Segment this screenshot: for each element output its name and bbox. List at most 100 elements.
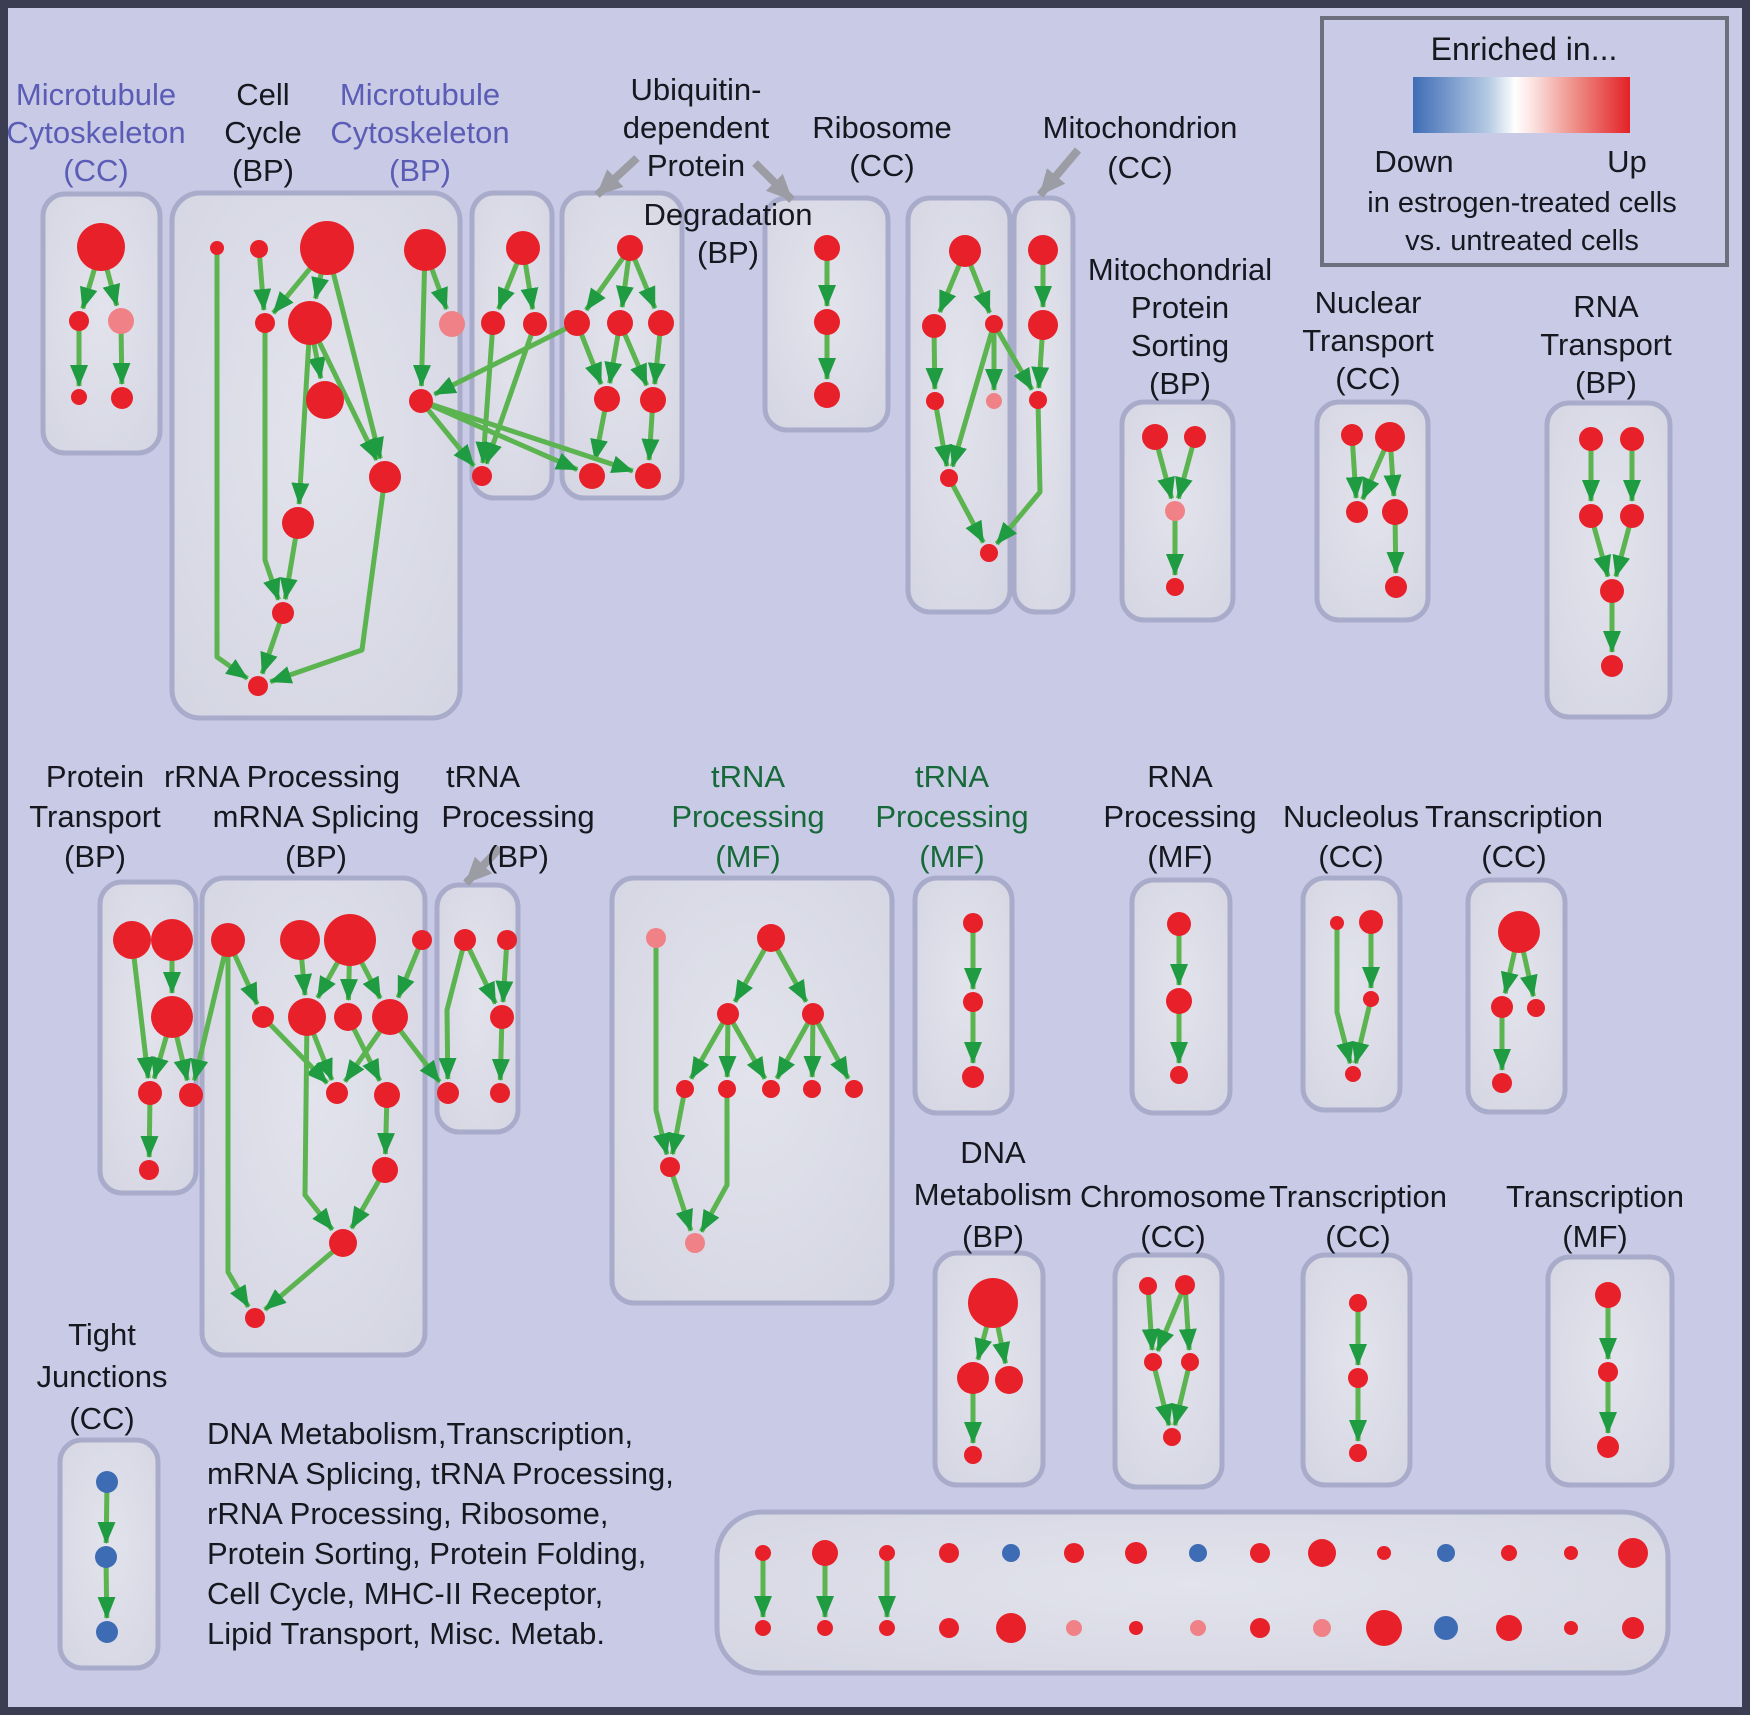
edge-arrow <box>475 322 496 464</box>
go-term-node <box>1501 1545 1517 1561</box>
go-term-node <box>1170 1066 1188 1084</box>
cluster-label-trna-mf-1: tRNA <box>711 759 785 794</box>
go-term-node <box>980 544 998 562</box>
cluster-label-nuclear-transport: Nuclear <box>1315 285 1422 320</box>
go-term-node <box>1564 1546 1578 1560</box>
cluster-label-trna-mf-1: Processing <box>671 799 824 834</box>
go-term-node <box>1363 991 1379 1007</box>
go-term-node <box>635 463 661 489</box>
cluster-label-microtubule-cc: Microtubule <box>16 77 176 112</box>
cluster-label-dna-metabolism: Metabolism <box>914 1177 1073 1212</box>
cluster-label-microtubule-cc: (CC) <box>63 153 128 188</box>
go-term-node <box>685 1233 705 1253</box>
go-term-node <box>594 386 620 412</box>
edge-arrow <box>419 399 476 468</box>
cluster-label-protein-transport: Protein <box>46 759 144 794</box>
cluster-box-nuclear-transport-cc <box>1314 399 1431 623</box>
cluster-label-ribosome: Ribosome <box>812 110 952 145</box>
go-term-node <box>139 1160 159 1180</box>
go-term-node <box>1434 1616 1458 1640</box>
go-term-node <box>879 1620 895 1636</box>
go-term-node <box>71 389 87 405</box>
cluster-label-rna-mf: Processing <box>1103 799 1256 834</box>
go-term-node <box>1382 499 1408 525</box>
go-term-node <box>676 1080 694 1098</box>
edge-arrow <box>395 939 425 999</box>
cluster-label-dna-metabolism: DNA <box>960 1135 1026 1170</box>
cluster-label-cell-cycle: Cycle <box>224 115 302 150</box>
go-term-node <box>1250 1543 1270 1563</box>
go-term-node <box>1345 1066 1361 1082</box>
go-term-node <box>926 392 944 410</box>
go-term-node <box>1346 501 1368 523</box>
go-term-node <box>1437 1544 1455 1562</box>
go-term-node <box>272 602 294 624</box>
edge-arrow <box>1351 998 1374 1065</box>
go-term-node <box>1595 1282 1621 1308</box>
go-term-node <box>1375 422 1405 452</box>
edge-arrow <box>302 1016 335 1232</box>
go-term-node <box>77 223 125 271</box>
go-term-node <box>329 1229 357 1257</box>
go-term-node <box>1144 1353 1162 1371</box>
cluster-box-microtubule-cytoskeleton-cc <box>40 191 163 456</box>
go-term-node <box>1002 1544 1020 1562</box>
go-term-node <box>179 1083 203 1107</box>
cluster-label-ubiquitin-1: dependent <box>623 110 770 145</box>
cluster-box-trna-processing-mf-small <box>912 875 1015 1116</box>
cluster-label-nucleolus: (CC) <box>1318 839 1383 874</box>
go-term-node <box>1564 1621 1578 1635</box>
go-term-node <box>1377 1546 1391 1560</box>
go-term-node <box>1139 1277 1157 1295</box>
go-term-node <box>369 461 401 493</box>
cluster-label-trna-bp-2: Processing <box>441 799 594 834</box>
misc-categories-text: mRNA Splicing, tRNA Processing, <box>207 1456 674 1491</box>
edge-arrow <box>946 476 986 544</box>
legend-text-4: vs. untreated cells <box>1405 225 1639 257</box>
go-term-node <box>1190 1620 1206 1636</box>
cluster-label-mitochondrion: (CC) <box>1107 150 1172 185</box>
edge-arrow <box>1334 923 1354 1065</box>
cluster-label-nucleolus: Nucleolus <box>1283 799 1419 834</box>
go-term-node <box>1028 310 1058 340</box>
edge-arrow <box>810 1012 851 1080</box>
cluster-label-rrna-2: (BP) <box>285 839 347 874</box>
go-term-node <box>1165 501 1185 521</box>
go-term-node <box>1308 1539 1336 1567</box>
misc-categories-text: DNA Metabolism,Transcription, <box>207 1416 633 1451</box>
cluster-label-rrna-1: rRNA Processing <box>164 759 400 794</box>
cluster-label-nuclear-transport: Transport <box>1302 323 1434 358</box>
go-term-node <box>255 313 275 333</box>
cluster-label-protein-transport: (BP) <box>64 839 126 874</box>
cluster-box-microtubule-cytoskeleton-bp <box>469 190 555 501</box>
edge-arrow <box>438 939 468 1080</box>
go-term-node <box>962 1066 984 1088</box>
go-term-node <box>111 387 133 409</box>
go-term-node <box>409 389 433 413</box>
edge-arrow <box>263 1241 345 1312</box>
go-term-node <box>1189 1544 1207 1562</box>
edge-arrow <box>667 1088 688 1156</box>
go-term-node <box>1028 235 1058 265</box>
go-term-node <box>803 1080 821 1098</box>
cluster-label-trna-mf-2: tRNA <box>915 759 989 794</box>
cluster-label-transcription-mf: (MF) <box>1562 1219 1627 1254</box>
go-term-node <box>1498 911 1540 953</box>
cluster-label-tight-junctions: Junctions <box>37 1359 168 1394</box>
cluster-label-rrna-2: mRNA Splicing <box>213 799 420 834</box>
go-term-node <box>108 308 134 334</box>
go-term-node <box>762 1080 780 1098</box>
edge-arrow <box>433 320 579 397</box>
go-term-node <box>1359 910 1383 934</box>
go-term-node <box>306 381 344 419</box>
edge-arrow <box>462 938 498 1005</box>
edge-arrow <box>699 1089 730 1233</box>
go-term-node <box>1620 427 1644 451</box>
edge-arrow <box>495 939 514 1003</box>
go-term-node <box>210 241 224 255</box>
edge-arrow <box>225 940 251 1309</box>
go-term-node <box>1330 916 1344 930</box>
go-term-node <box>211 923 245 957</box>
edge-arrow <box>214 248 249 681</box>
